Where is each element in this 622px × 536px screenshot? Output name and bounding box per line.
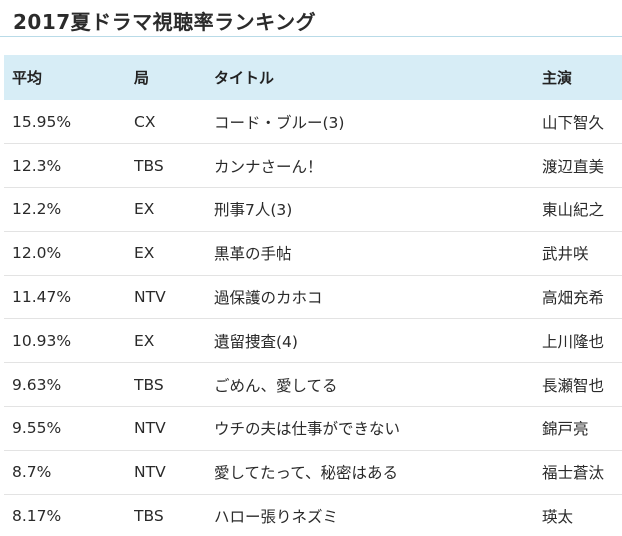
header-cast: 主演 — [542, 69, 573, 87]
cell-average: 8.7% — [12, 463, 52, 482]
table-row: 8.7% NTV 愛してたって、秘密はある 福士蒼汰 — [4, 450, 622, 495]
header-title: タイトル — [214, 69, 275, 87]
table-body: 15.95% CX コード・ブルー(3) 山下智久 12.3% TBS カンナさ… — [4, 100, 622, 536]
cell-average: 12.3% — [12, 156, 62, 175]
ratings-table-container: 平均 局 タイトル 主演 15.95% CX コード・ブルー(3) 山下智久 1… — [4, 55, 622, 536]
table-header: 平均 局 タイトル 主演 — [4, 55, 622, 100]
cell-station: EX — [134, 244, 155, 263]
table-row: 15.95% CX コード・ブルー(3) 山下智久 — [4, 100, 622, 144]
cell-station: TBS — [134, 156, 164, 175]
cell-cast: 福士蒼汰 — [542, 464, 605, 483]
cell-cast: 渡辺直美 — [542, 157, 605, 176]
cell-average: 15.95% — [12, 112, 72, 131]
table-row: 10.93% EX 遺留捜査(4) 上川隆也 — [4, 319, 622, 363]
cell-average: 9.55% — [12, 419, 62, 438]
cell-cast: 山下智久 — [542, 113, 605, 132]
cell-title: カンナさーん！ — [214, 157, 323, 176]
header-row: 平均 局 タイトル 主演 — [4, 55, 622, 100]
cell-average: 11.47% — [12, 288, 72, 307]
cell-station: NTV — [134, 463, 166, 482]
cell-station: TBS — [134, 507, 164, 526]
cell-title: 遺留捜査(4) — [214, 332, 298, 351]
cell-station: CX — [134, 112, 156, 131]
page-title: 2017夏ドラマ視聴率ランキング — [13, 10, 317, 34]
cell-average: 12.0% — [12, 244, 62, 263]
header-station: 局 — [134, 69, 150, 87]
table-row: 9.63% TBS ごめん、愛してる 長瀬智也 — [4, 363, 622, 407]
cell-title: ウチの夫は仕事ができない — [214, 420, 401, 439]
table-row: 9.55% NTV ウチの夫は仕事ができない 錦戸亮 — [4, 407, 622, 451]
table-row: 11.47% NTV 過保護のカホコ 高畑充希 — [4, 275, 622, 319]
cell-station: TBS — [134, 375, 164, 394]
cell-station: NTV — [134, 288, 166, 307]
table-row: 8.17% TBS ハロー張りネズミ 瑛太 — [4, 494, 622, 536]
cell-title: 過保護のカホコ — [214, 289, 323, 308]
cell-title: 刑事7人(3) — [214, 201, 293, 220]
cell-station: EX — [134, 200, 155, 219]
table-row: 12.2% EX 刑事7人(3) 東山紀之 — [4, 188, 622, 232]
cell-cast: 上川隆也 — [542, 332, 605, 351]
cell-cast: 武井咲 — [542, 245, 589, 264]
cell-title: ごめん、愛してる — [214, 376, 338, 395]
cell-average: 9.63% — [12, 375, 62, 394]
cell-cast: 長瀬智也 — [542, 376, 605, 395]
cell-cast: 瑛太 — [542, 508, 574, 527]
ratings-table: 平均 局 タイトル 主演 15.95% CX コード・ブルー(3) 山下智久 1… — [4, 55, 622, 536]
cell-title: 愛してたって、秘密はある — [214, 464, 398, 483]
table-row: 12.0% EX 黒革の手帖 武井咲 — [4, 231, 622, 276]
table-row: 12.3% TBS カンナさーん！ 渡辺直美 — [4, 144, 622, 188]
cell-station: EX — [134, 331, 155, 350]
title-divider — [0, 36, 622, 37]
header-average: 平均 — [12, 69, 43, 87]
cell-cast: 東山紀之 — [542, 201, 605, 220]
cell-average: 12.2% — [12, 200, 62, 219]
cell-average: 8.17% — [12, 507, 62, 526]
cell-title: ハロー張りネズミ — [214, 508, 339, 527]
cell-cast: 錦戸亮 — [542, 420, 589, 439]
cell-title: 黒革の手帖 — [214, 245, 292, 264]
cell-cast: 高畑充希 — [542, 289, 605, 308]
cell-average: 10.93% — [12, 331, 72, 350]
cell-title: コード・ブルー(3) — [214, 113, 345, 132]
cell-station: NTV — [134, 419, 166, 438]
